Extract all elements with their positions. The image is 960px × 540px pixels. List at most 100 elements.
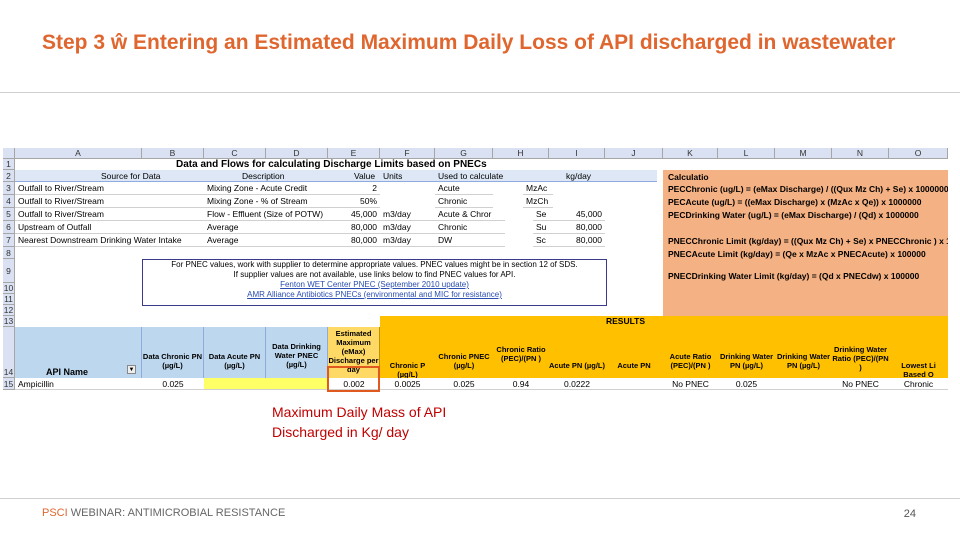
cell-a7[interactable]: Nearest Downstream Drinking Water Intake	[15, 234, 205, 247]
row-header-2[interactable]: 2	[3, 170, 15, 182]
formula-pnec-chronic[interactable]: PNECChronic Limit (kg/day) = ((Qux Mz Ch…	[668, 236, 948, 246]
hdr-chronic-ratio[interactable]: Chronic Ratio (PEC)/(PN )	[493, 327, 549, 378]
formula-pec-acute[interactable]: PECAcute (ug/L) = ((eMax Discharge) x (M…	[668, 197, 922, 207]
cell-o15[interactable]: Chronic	[889, 378, 948, 390]
cell-i15[interactable]: 0.0222	[549, 378, 605, 390]
cell-g15[interactable]: 0.025	[435, 378, 493, 390]
col-header-k[interactable]: K	[663, 148, 718, 159]
cell-h5[interactable]: Se	[533, 208, 553, 221]
row-header-5[interactable]: 5	[3, 208, 15, 221]
cell-g6[interactable]: Chronic	[435, 221, 505, 234]
select-all-corner[interactable]	[3, 148, 15, 159]
cell-e3[interactable]: 2	[328, 182, 380, 195]
col-header-l[interactable]: L	[718, 148, 775, 159]
col-header-a[interactable]: A	[15, 148, 142, 159]
hdr-dw-pec[interactable]: Drinking Water PN (µg/L)	[718, 327, 775, 378]
row-header-6[interactable]: 6	[3, 221, 15, 234]
link-amr-alliance-pnec[interactable]: AMR Alliance Antibiotics PNECs (environm…	[247, 290, 502, 299]
link-fenton-pnec[interactable]: Fenton WET Center PNEC (September 2010 u…	[280, 280, 469, 289]
hdr-chronic-pec[interactable]: Chronic P (µg/L)	[380, 327, 435, 378]
hdr-emax-discharge[interactable]: Estimated Maximum (eMax) Discharge per d…	[328, 327, 380, 378]
cell-n15[interactable]: No PNEC	[832, 378, 889, 390]
cell-e7[interactable]: 80,000	[328, 234, 380, 247]
row-header-12[interactable]: 12	[3, 305, 15, 316]
row-header-9[interactable]: 9	[3, 259, 15, 283]
hdr-api-name[interactable]: API Name	[46, 367, 89, 377]
hdr-acute-pnec-2[interactable]: Acute PN	[605, 327, 663, 378]
hdr-acute-ratio[interactable]: Acute Ratio (PEC)/(PN )	[663, 327, 718, 378]
formula-pec-dw[interactable]: PECDrinking Water (ug/L) = (eMax Dischar…	[668, 210, 919, 220]
cell-c6[interactable]: Average	[204, 221, 328, 234]
row-header-8[interactable]: 8	[3, 247, 15, 259]
row-header-14[interactable]: 14	[3, 327, 15, 378]
hdr-acute-pnec[interactable]: Data Acute PN (µg/L)	[204, 327, 266, 378]
cell-h15[interactable]: 0.94	[493, 378, 549, 390]
row-header-10[interactable]: 10	[3, 283, 15, 294]
hdr-dw-ratio[interactable]: Drinking Water Ratio (PEC)/(PN )	[832, 327, 889, 378]
cell-f7[interactable]: m3/day	[380, 234, 435, 247]
cell-c5[interactable]: Flow - Effluent (Size of POTW)	[204, 208, 328, 221]
col-header-b[interactable]: B	[142, 148, 204, 159]
filter-dropdown-a[interactable]: ▼	[127, 365, 136, 374]
col-header-g[interactable]: G	[435, 148, 493, 159]
row-header-15[interactable]: 15	[3, 378, 15, 390]
col-header-h[interactable]: H	[493, 148, 549, 159]
cell-g5[interactable]: Acute & Chror	[435, 208, 505, 221]
cell-a4[interactable]: Outfall to River/Stream	[15, 195, 205, 208]
hdr-acute-pec[interactable]: Acute PN (µg/L)	[549, 327, 605, 378]
col-header-c[interactable]: C	[204, 148, 266, 159]
cell-l15[interactable]: 0.025	[718, 378, 775, 390]
cell-e4[interactable]: 50%	[328, 195, 380, 208]
hdr-dw-pnec-2[interactable]: Drinking Water PN (µg/L)	[775, 327, 832, 378]
cell-i7[interactable]: 80,000	[553, 234, 605, 247]
cell-e6[interactable]: 80,000	[328, 221, 380, 234]
cell-h4[interactable]: MzCh	[523, 195, 553, 208]
cell-e15-emax[interactable]: 0.002	[328, 378, 380, 390]
cell-h6[interactable]: Su	[533, 221, 553, 234]
cell-c3[interactable]: Mixing Zone - Acute Credit	[204, 182, 328, 195]
cell-d15[interactable]	[266, 378, 328, 390]
hdr-lowest-limit[interactable]: Lowest Li Based O	[889, 327, 948, 378]
cell-h7[interactable]: Sc	[533, 234, 553, 247]
hdr-chronic-pnec-2[interactable]: Chronic PNEC (µg/L)	[435, 327, 493, 378]
cell-a15[interactable]: Ampicillin	[15, 378, 142, 390]
col-header-m[interactable]: M	[775, 148, 832, 159]
cell-g7[interactable]: DW	[435, 234, 505, 247]
cell-f5[interactable]: m3/day	[380, 208, 435, 221]
col-header-n[interactable]: N	[832, 148, 889, 159]
cell-e5[interactable]: 45,000	[328, 208, 380, 221]
col-header-j[interactable]: J	[605, 148, 663, 159]
cell-i6[interactable]: 80,000	[553, 221, 605, 234]
cell-h3[interactable]: MzAc	[523, 182, 553, 195]
calc-header[interactable]: Calculatio	[668, 172, 709, 182]
cell-a3[interactable]: Outfall to River/Stream	[15, 182, 205, 195]
row-header-4[interactable]: 4	[3, 195, 15, 208]
cell-c15[interactable]	[204, 378, 266, 390]
cell-a5[interactable]: Outfall to River/Stream	[15, 208, 205, 221]
hdr-source[interactable]: Source for Data	[101, 171, 161, 181]
cell-g3[interactable]: Acute	[435, 182, 493, 195]
cell-a6[interactable]: Upstream of Outfall	[15, 221, 205, 234]
hdr-units[interactable]: Units	[383, 171, 403, 181]
cell-k15[interactable]: No PNEC	[663, 378, 718, 390]
row-header-11[interactable]: 11	[3, 294, 15, 305]
cell-g4[interactable]: Chronic	[435, 195, 493, 208]
results-label[interactable]: RESULTS	[606, 316, 646, 326]
row-header-3[interactable]: 3	[3, 182, 15, 195]
formula-pnec-acute[interactable]: PNECAcute Limit (kg/day) = (Qe x MzAc x …	[668, 249, 926, 259]
col-header-i[interactable]: I	[549, 148, 605, 159]
col-header-o[interactable]: O	[889, 148, 948, 159]
hdr-description[interactable]: Description	[242, 171, 285, 181]
hdr-value[interactable]: Value	[354, 171, 376, 181]
hdr-chronic-pnec[interactable]: Data Chronic PN (µg/L)	[142, 327, 204, 378]
col-header-d[interactable]: D	[266, 148, 328, 159]
hdr-kgday[interactable]: kg/day	[566, 171, 592, 181]
cell-f15[interactable]: 0.0025	[380, 378, 435, 390]
cell-c7[interactable]: Average	[204, 234, 328, 247]
col-header-f[interactable]: F	[380, 148, 435, 159]
cell-m15[interactable]	[775, 378, 832, 390]
hdr-used[interactable]: Used to calculate	[438, 171, 504, 181]
row-header-13[interactable]: 13	[3, 316, 15, 327]
cell-b15[interactable]: 0.025	[142, 378, 204, 390]
row-header-1[interactable]: 1	[3, 159, 15, 170]
